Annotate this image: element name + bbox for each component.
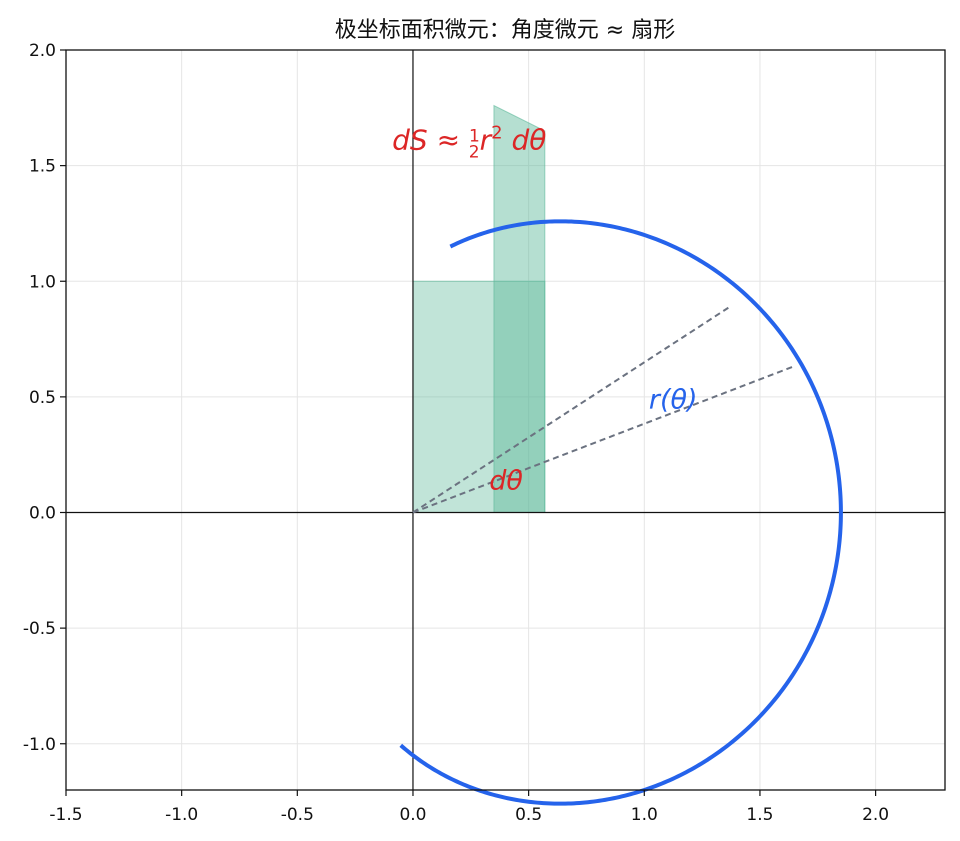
x-tick-label: 1.5 bbox=[746, 805, 773, 825]
shaded-regions bbox=[412, 104, 546, 513]
y-axis-ticks: -1.0 -0.5 0.0 0.5 1.0 1.5 2.0 bbox=[23, 41, 66, 755]
annotation-r-theta: r(θ) bbox=[649, 384, 698, 415]
annotation-dtheta: dθ bbox=[489, 465, 523, 496]
x-tick-label: -1.0 bbox=[165, 805, 198, 825]
x-tick-label: -0.5 bbox=[281, 805, 314, 825]
y-tick-label: -0.5 bbox=[23, 619, 56, 639]
annotations: dS ≈ 1 2r2 dθ dθ r(θ) bbox=[392, 122, 697, 496]
chart-title: 极坐标面积微元：角度微元 ≈ 扇形 bbox=[335, 18, 675, 43]
x-axis-ticks: -1.5 -1.0 -0.5 0.0 0.5 1.0 1.5 2.0 bbox=[49, 790, 889, 825]
dashed-ray bbox=[412, 306, 730, 514]
y-tick-label: 2.0 bbox=[29, 41, 56, 61]
dashed-ray bbox=[412, 364, 796, 514]
x-tick-label: 0.0 bbox=[399, 805, 426, 825]
x-tick-label: 0.5 bbox=[515, 805, 542, 825]
y-tick-label: 1.0 bbox=[29, 272, 56, 292]
y-tick-label: -1.0 bbox=[23, 735, 56, 755]
shaded-region bbox=[412, 280, 546, 513]
y-tick-label: 0.5 bbox=[29, 388, 56, 408]
x-tick-label: 2.0 bbox=[862, 805, 889, 825]
plot-frame bbox=[65, 49, 946, 791]
x-tick-label: -1.5 bbox=[49, 805, 82, 825]
polar-curve bbox=[399, 219, 843, 806]
zero-axes bbox=[66, 50, 945, 790]
dashed-rays bbox=[412, 306, 796, 514]
x-tick-label: 1.0 bbox=[631, 805, 658, 825]
annotation-area-element: dS ≈ 1 2r2 dθ bbox=[392, 122, 546, 162]
y-tick-label: 0.0 bbox=[29, 504, 56, 524]
y-tick-label: 1.5 bbox=[29, 157, 56, 177]
